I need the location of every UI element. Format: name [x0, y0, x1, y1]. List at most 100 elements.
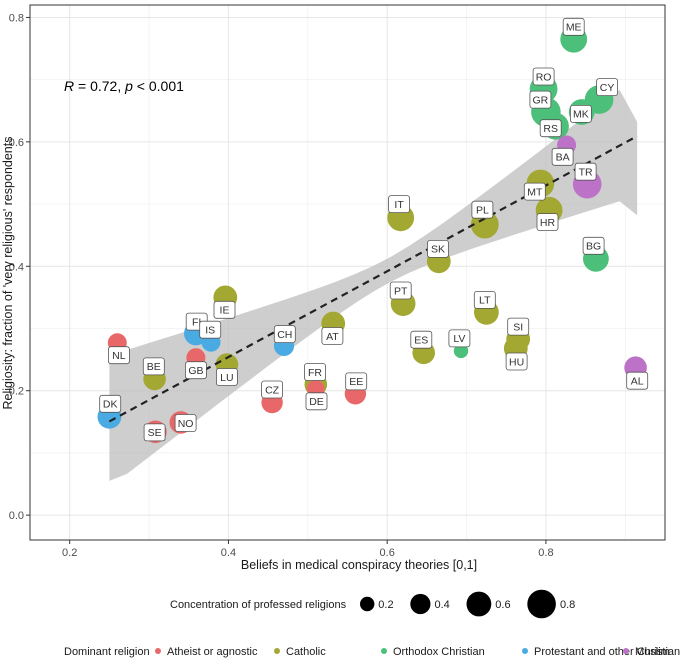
country-label-cz: CZ — [261, 380, 284, 399]
country-label-text: IE — [220, 305, 230, 317]
confidence-band — [109, 89, 638, 481]
country-label-hu: HU — [505, 352, 528, 371]
country-label-mt: MT — [523, 182, 546, 201]
country-label-box — [596, 78, 618, 96]
color-legend-label: Muslim — [635, 646, 670, 658]
country-label-box — [174, 414, 197, 432]
country-label-text: ES — [414, 335, 428, 347]
country-label-box — [523, 182, 546, 201]
country-label-gb: GB — [184, 361, 207, 380]
x-tick-label: 0.4 — [221, 547, 236, 559]
country-label-box — [473, 290, 496, 309]
panel-border — [29, 4, 666, 541]
country-label-lu: LU — [215, 368, 238, 386]
country-label-nl: NL — [108, 346, 130, 365]
country-label-text: PL — [476, 205, 489, 217]
country-label-lt: LT — [473, 290, 496, 309]
x-axis-title: Beliefs in medical conspiracy theories [… — [241, 558, 477, 572]
country-label-box — [570, 105, 592, 123]
size-legend-label: 0.4 — [435, 599, 450, 611]
country-label-box — [388, 195, 411, 214]
country-label-box — [273, 325, 296, 344]
country-label-text: AT — [326, 331, 339, 343]
country-label-text: SK — [431, 244, 445, 256]
country-label-box — [108, 346, 130, 365]
country-label-es: ES — [410, 330, 433, 349]
country-label-text: NL — [112, 350, 126, 362]
x-axis: 0.2 0.4 0.6 0.8 — [62, 540, 554, 559]
correlation-annotation: R = 0.72, p < 0.001 — [64, 78, 184, 94]
country-label-box — [427, 239, 449, 258]
country-label-pt: PT — [389, 281, 412, 300]
country-label-box — [199, 320, 222, 339]
country-label-ie: IE — [213, 300, 236, 319]
country-label-hr: HR — [536, 213, 559, 232]
country-label-text: BA — [556, 152, 570, 164]
country-label-text: BG — [586, 241, 601, 253]
country-label-text: CY — [600, 82, 615, 94]
country-label-ee: EE — [345, 372, 368, 391]
country-label-at: AT — [321, 327, 344, 345]
country-label-text: LU — [220, 372, 233, 384]
country-label-box — [539, 119, 562, 138]
country-label-box — [410, 330, 433, 349]
size-legend-key — [527, 589, 556, 619]
country-label-box — [99, 394, 122, 413]
country-label-dk: DK — [99, 394, 122, 413]
country-label-text: CZ — [265, 384, 280, 396]
x-tick-label: 0.2 — [62, 547, 77, 559]
country-label-text: SI — [513, 321, 523, 333]
country-label-mk: MK — [570, 105, 592, 123]
country-label-lv: LV — [448, 329, 471, 348]
y-tick-label: 0.2 — [9, 386, 24, 398]
size-legend-key — [466, 591, 492, 617]
country-label-text: PT — [394, 285, 408, 297]
country-label-box — [215, 368, 238, 386]
size-legend-label: 0.8 — [560, 599, 575, 611]
country-label-box — [562, 17, 585, 36]
y-axis: 0.0 0.2 0.4 0.6 0.8 — [9, 12, 30, 522]
country-label-box — [574, 162, 597, 181]
country-label-box — [551, 147, 574, 166]
country-label-text: RS — [543, 123, 558, 135]
color-legend-label: Atheist or agnostic — [167, 646, 258, 658]
country-label-box — [532, 67, 555, 86]
country-label-box — [143, 423, 166, 442]
country-label-text: BE — [147, 361, 161, 373]
country-label-gr: GR — [529, 90, 552, 109]
color-legend-label: Catholic — [286, 646, 326, 658]
country-label-box — [529, 90, 552, 109]
r-value: = 0.72, — [74, 78, 125, 94]
y-axis-title: Religiosity: fraction of 'very religious… — [1, 137, 15, 410]
country-label-it: IT — [388, 195, 411, 214]
country-label-box — [261, 380, 284, 399]
country-label-text: MT — [527, 186, 543, 198]
country-label-text: CH — [277, 329, 292, 341]
country-label-box — [507, 317, 530, 336]
country-label-text: NO — [178, 418, 194, 430]
p-value: < 0.001 — [133, 78, 184, 94]
country-label-box — [536, 213, 559, 232]
country-label-cy: CY — [596, 78, 618, 96]
country-label-rs: RS — [539, 119, 562, 138]
country-label-be: BE — [142, 357, 165, 376]
country-label-text: LV — [453, 333, 465, 345]
country-label-sk: SK — [427, 239, 449, 258]
country-label-box — [184, 361, 207, 380]
color-legend-key — [522, 648, 528, 654]
country-label-bg: BG — [582, 236, 605, 255]
confidence-band-layer — [109, 89, 638, 481]
country-label-al: AL — [626, 371, 649, 390]
country-label-ro: RO — [532, 67, 555, 86]
country-label-se: SE — [143, 423, 166, 442]
country-labels-layer: ME RO CY GR MK RS BA TR MT HR PL IT BG SK PT LT AT SI HU ES… — [99, 17, 649, 442]
size-legend-title: Concentration of professed religions — [170, 599, 347, 611]
y-tick-label: 0.6 — [9, 137, 24, 149]
country-label-text: AL — [631, 376, 644, 388]
size-legend-label: 0.2 — [378, 599, 393, 611]
country-label-no: NO — [174, 414, 197, 432]
country-label-tr: TR — [574, 162, 597, 181]
country-label-si: SI — [507, 317, 530, 336]
p-symbol: p — [124, 78, 133, 94]
